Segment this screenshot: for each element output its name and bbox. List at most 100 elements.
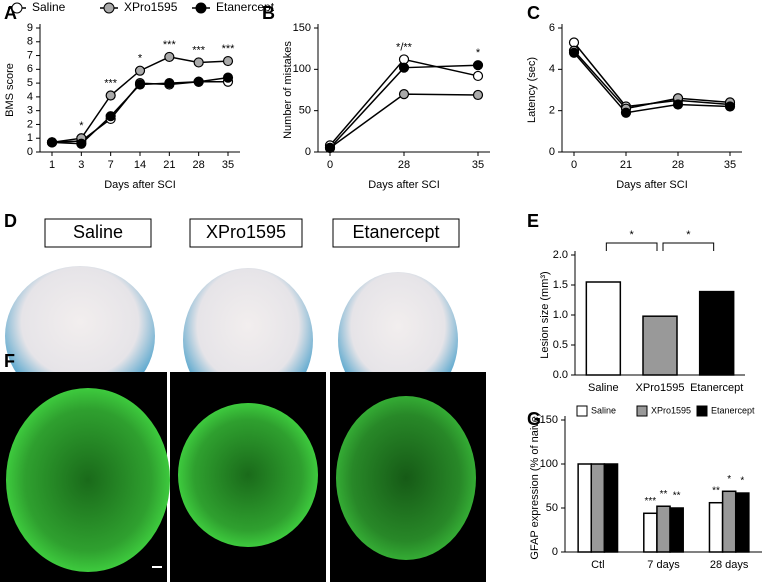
legend-label: Saline	[591, 405, 616, 415]
tissue-stain	[178, 403, 318, 547]
x-tick-label: 28	[398, 159, 410, 171]
data-point	[620, 107, 632, 118]
comparison-bracket	[662, 242, 715, 251]
image-label: XPro1595	[206, 222, 286, 242]
y-tick-label: 1	[27, 132, 33, 144]
y-tick-label: 100	[540, 458, 558, 470]
significance: ***	[104, 77, 118, 89]
bar	[585, 281, 622, 376]
bar	[669, 507, 684, 553]
series-line	[329, 93, 479, 149]
significance: ***	[222, 43, 236, 55]
significance: *	[79, 120, 84, 132]
data-point	[164, 51, 175, 63]
significance: *	[630, 229, 635, 241]
legend-label: XPro1595	[124, 0, 178, 14]
data-point	[472, 89, 484, 101]
panel-label: F	[4, 351, 15, 371]
significance: */**	[396, 41, 413, 53]
bar	[603, 463, 619, 553]
panel-label: G	[527, 409, 541, 429]
bar	[734, 492, 750, 553]
series-line	[329, 64, 479, 149]
series-line	[51, 80, 228, 144]
data-point	[398, 54, 410, 65]
y-tick-label: 0	[552, 546, 558, 558]
legend-marker	[103, 2, 115, 14]
x-tick-label: 35	[472, 159, 484, 171]
data-point	[324, 142, 336, 153]
image-label: Etanercept	[352, 222, 439, 242]
data-point	[724, 101, 736, 112]
comparison-bracket	[605, 242, 658, 251]
x-tick-label: 35	[724, 159, 736, 171]
y-axis-label: GFAP expression (% of naive)	[529, 412, 541, 559]
y-tick-label: 6	[27, 63, 33, 75]
y-tick-label: 3	[27, 105, 33, 117]
panel-label: C	[527, 3, 540, 23]
data-point	[568, 37, 580, 48]
x-tick-label: Saline	[588, 382, 619, 394]
legend-swatch	[696, 405, 708, 417]
bar	[643, 512, 658, 553]
y-tick-label: 150	[540, 414, 558, 426]
y-tick-label: 50	[299, 105, 311, 117]
data-point	[76, 138, 87, 149]
data-point	[193, 57, 204, 68]
x-axis-label: Days after SCI	[368, 179, 440, 191]
y-tick-label: 2.0	[553, 249, 568, 261]
data-point	[105, 90, 116, 101]
bar	[656, 505, 671, 553]
y-tick-label: 6	[549, 22, 555, 34]
y-axis-label: Latency (sec)	[526, 57, 538, 123]
significance: ***	[192, 44, 206, 56]
significance: *	[686, 229, 691, 241]
x-tick-label: Etanercept	[690, 382, 743, 394]
y-tick-label: 7	[27, 49, 33, 61]
x-tick-label: 0	[571, 159, 577, 171]
significance: *	[740, 476, 744, 487]
data-point	[398, 89, 410, 100]
y-tick-label: 5	[27, 77, 33, 89]
y-tick-label: 100	[293, 63, 311, 75]
y-tick-label: 150	[293, 22, 311, 34]
y-axis-label: Lesion size (mm³)	[539, 271, 551, 358]
significance: ***	[163, 39, 177, 51]
tissue-stain	[6, 388, 170, 572]
data-point	[134, 65, 146, 76]
x-tick-label: Ctl	[591, 559, 604, 571]
y-tick-label: 2	[27, 118, 33, 130]
bar	[721, 490, 737, 553]
x-tick-label: 7	[108, 159, 114, 171]
x-tick-label: 0	[327, 159, 333, 171]
image-label: Saline	[73, 222, 123, 242]
x-tick-label: 28 days	[710, 559, 749, 571]
bar	[642, 315, 678, 376]
label-box	[332, 218, 460, 248]
data-point	[46, 137, 58, 148]
significance: ***	[645, 496, 657, 507]
label-box	[189, 218, 303, 248]
legend-marker	[11, 2, 23, 14]
data-point	[193, 76, 204, 87]
x-axis-label: Days after SCI	[104, 179, 176, 191]
panel-label: E	[527, 211, 539, 231]
legend-label: Etanercept	[216, 0, 275, 14]
data-point	[472, 70, 484, 82]
x-tick-label: 14	[134, 159, 146, 171]
label-box	[44, 218, 152, 248]
y-axis-label: Number of mistakes	[282, 41, 294, 139]
significance: *	[476, 47, 481, 59]
x-tick-label: 21	[620, 159, 632, 171]
bar	[708, 501, 724, 553]
y-tick-label: 50	[546, 502, 558, 514]
tissue-stain	[336, 396, 476, 560]
x-tick-label: XPro1595	[636, 382, 685, 394]
x-tick-label: 1	[49, 159, 55, 171]
x-tick-label: 3	[78, 159, 84, 171]
panel-label: D	[4, 211, 17, 231]
x-tick-label: 35	[222, 159, 234, 171]
legend-label: Etanercept	[711, 405, 755, 415]
y-tick-label: 1.0	[553, 309, 568, 321]
legend-marker	[195, 2, 207, 14]
